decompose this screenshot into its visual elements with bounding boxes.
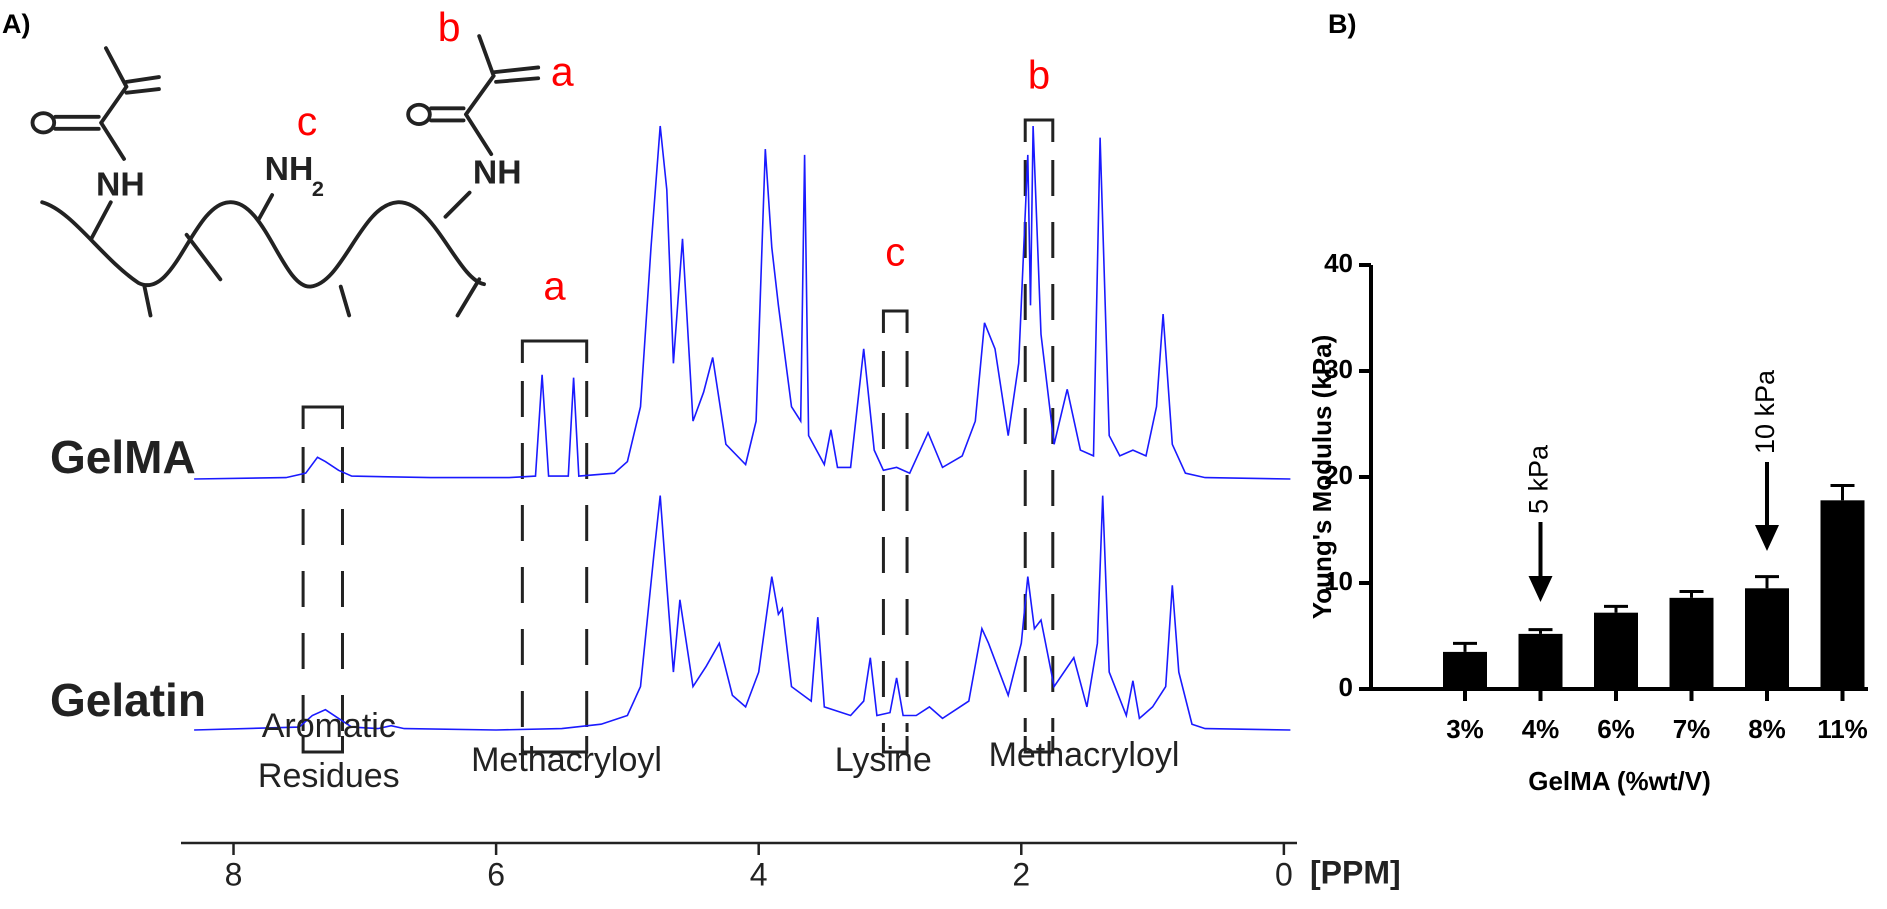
backbone — [40, 200, 486, 289]
panel-label: B) — [1328, 9, 1357, 39]
bar — [1594, 612, 1638, 689]
annotation: 5 kPa — [1524, 444, 1554, 514]
y-axis-label: Young's Modulus (kPa) — [1307, 335, 1337, 619]
oxygen — [406, 102, 432, 126]
annotation-arrowhead — [1755, 525, 1779, 551]
chemical-structure: NH NH 2 NH b a c — [30, 4, 574, 318]
region-letter: b — [1028, 54, 1050, 98]
region-label: Methacryloyl — [988, 736, 1180, 774]
region-bracket — [1023, 118, 1055, 142]
region-bracket — [881, 736, 909, 754]
series-label: Gelatin — [50, 674, 206, 726]
x-tick-label: 7% — [1673, 714, 1711, 744]
y-tick-label: 10 — [1324, 566, 1353, 596]
x-tick-label: 8% — [1748, 714, 1786, 744]
region-letter: a — [543, 265, 566, 309]
atom-label: NH — [473, 153, 522, 191]
region-label: Methacryloyl — [471, 741, 662, 779]
y-tick-label: 20 — [1324, 460, 1353, 490]
region-bracket — [1023, 736, 1055, 754]
atom-label: NH — [265, 150, 314, 188]
x-axis-label: GelMA (%wt/V) — [1528, 766, 1710, 796]
series-label: GelMA — [50, 431, 196, 483]
x-tick-label: 0 — [1275, 856, 1293, 892]
x-tick-label: 4 — [750, 856, 768, 892]
x-tick-label: 4% — [1522, 714, 1560, 744]
region-bracket — [301, 736, 344, 754]
region-bracket — [881, 309, 909, 333]
x-tick-label: 11% — [1817, 714, 1868, 744]
site-label: c — [297, 98, 317, 144]
spectrum — [194, 495, 1291, 731]
x-axis-label: [PPM] — [1310, 854, 1401, 890]
bar — [1669, 597, 1714, 689]
site-label: a — [551, 48, 574, 94]
panel-label: A) — [2, 9, 31, 39]
region-bracket — [520, 339, 589, 363]
region-label: Aromatic Residues — [257, 707, 400, 795]
y-tick-label: 40 — [1324, 248, 1353, 278]
bar — [1745, 588, 1789, 689]
x-tick-label: 3% — [1446, 714, 1484, 744]
x-tick-label: 8 — [225, 856, 243, 892]
y-tick-label: 30 — [1324, 354, 1353, 384]
spectrum — [194, 125, 1291, 480]
region-letter: c — [885, 231, 905, 275]
y-tick-label: 0 — [1339, 672, 1353, 702]
annotation: 10 kPa — [1750, 369, 1780, 454]
x-tick-label: 6 — [487, 856, 505, 892]
x-tick-label: 6% — [1597, 714, 1635, 744]
site-label: b — [438, 4, 461, 50]
atom-label: NH — [96, 166, 145, 204]
region-bracket — [520, 736, 589, 754]
oxygen — [30, 111, 57, 135]
bonds — [53, 34, 541, 318]
atom-label: 2 — [312, 176, 324, 201]
bar — [1443, 651, 1487, 689]
region-label: Lysine — [834, 741, 932, 779]
annotation-arrowhead — [1528, 576, 1553, 602]
bar — [1820, 500, 1865, 689]
region-bracket — [301, 405, 344, 429]
bar — [1518, 633, 1563, 689]
x-tick-label: 2 — [1012, 856, 1030, 892]
